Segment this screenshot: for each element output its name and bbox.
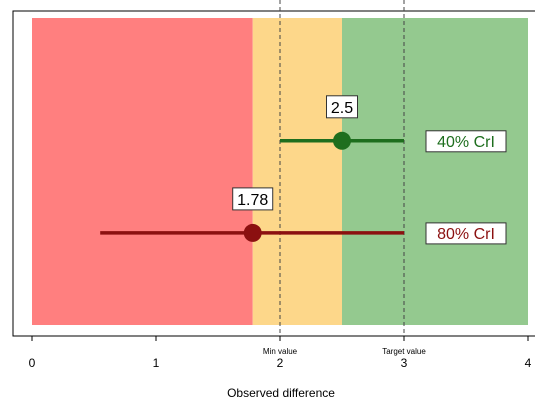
zone-amber [253, 18, 342, 325]
zone-green [342, 18, 528, 325]
x-tick-label: 0 [29, 356, 36, 370]
series-label: 40% CrI [437, 134, 495, 151]
x-axis-label: Observed difference [227, 386, 335, 400]
x-tick-label: 3 [401, 356, 408, 370]
x-tick-label: 2 [277, 356, 284, 370]
zone-red [32, 18, 253, 325]
series-label: 80% CrI [437, 226, 495, 243]
x-tick-label: 4 [525, 356, 532, 370]
x-tick-label: 1 [153, 356, 160, 370]
point-marker [333, 132, 351, 150]
data-label: 1.78 [237, 192, 268, 209]
reference-line-label: Min value [263, 347, 298, 356]
reference-line-label: Target value [382, 347, 426, 356]
point-marker [244, 224, 262, 242]
data-label: 2.5 [331, 100, 353, 117]
